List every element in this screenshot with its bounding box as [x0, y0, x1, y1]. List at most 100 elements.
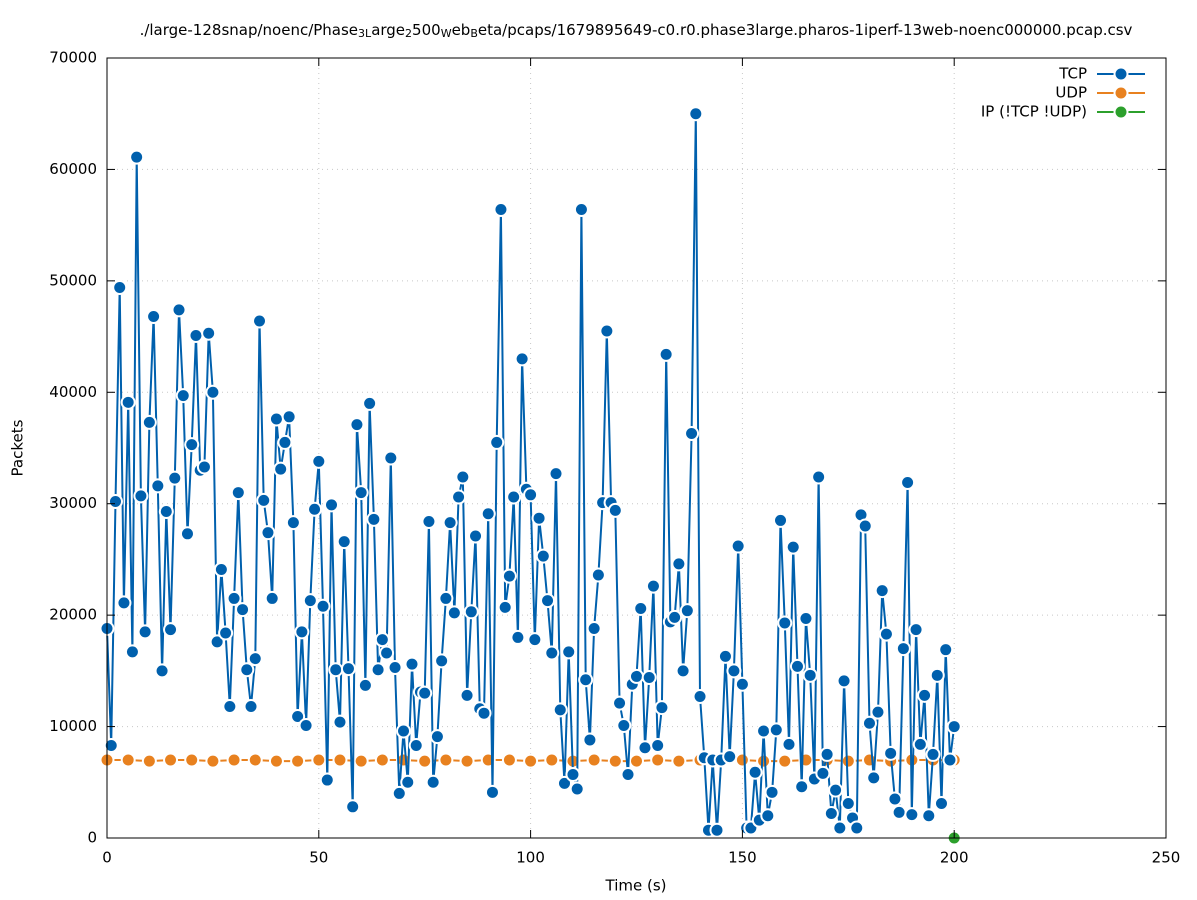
point [501, 752, 517, 768]
point-marker [495, 204, 507, 216]
point [942, 752, 958, 768]
point-marker [542, 595, 554, 607]
point-marker [639, 742, 651, 754]
point-marker [364, 397, 376, 409]
point [311, 453, 327, 469]
point [709, 822, 725, 838]
point-marker [902, 477, 914, 489]
point [459, 687, 475, 703]
point-marker [762, 810, 774, 822]
point [256, 492, 272, 508]
point [340, 661, 356, 677]
point-marker [791, 660, 803, 672]
point [840, 795, 856, 811]
point-marker [859, 520, 871, 532]
point [425, 774, 441, 790]
plot-frame [106, 57, 1167, 839]
point [332, 752, 348, 768]
point-marker [825, 807, 837, 819]
point [243, 699, 259, 715]
point [366, 511, 382, 527]
legend-label: UDP [1055, 84, 1087, 102]
point [285, 515, 301, 531]
point-marker [270, 413, 282, 425]
point-marker [503, 570, 515, 582]
point-marker [533, 512, 545, 524]
point [535, 548, 551, 564]
point-marker [287, 517, 299, 529]
point [476, 705, 492, 721]
point [684, 426, 700, 442]
point-marker [855, 509, 867, 521]
point-marker [461, 689, 473, 701]
point-marker [368, 513, 380, 525]
point [112, 280, 128, 296]
title-part: B [470, 27, 478, 40]
point-marker [491, 436, 503, 448]
point [764, 784, 780, 800]
y-tick-label: 50000 [49, 271, 97, 289]
point [506, 489, 522, 505]
y-tick-label: 70000 [49, 49, 97, 67]
point-marker [376, 634, 388, 646]
point-marker [673, 558, 685, 570]
y-tick-label: 60000 [49, 160, 97, 178]
point-marker [804, 669, 816, 681]
point-marker [499, 601, 511, 613]
point [552, 702, 568, 718]
point [163, 622, 179, 638]
point-marker [389, 662, 401, 674]
point [675, 663, 691, 679]
point-marker [313, 455, 325, 467]
point [196, 459, 212, 475]
title-part: eta/pcaps/1679895649-c0.r0.phase3large.p… [478, 21, 1133, 39]
point [921, 808, 937, 824]
y-axis-label: Packets [9, 419, 27, 476]
point [599, 323, 615, 339]
point-marker [656, 702, 668, 714]
point-marker [215, 563, 227, 575]
point [561, 644, 577, 660]
point [870, 704, 886, 720]
point-marker [148, 311, 160, 323]
x-tick-label: 250 [1152, 849, 1181, 867]
point-marker [296, 626, 308, 638]
point [345, 799, 361, 815]
point [429, 729, 445, 745]
point-marker [448, 607, 460, 619]
point [408, 738, 424, 754]
point [523, 753, 539, 769]
point [124, 644, 140, 660]
point [247, 651, 263, 667]
point [730, 538, 746, 554]
point [163, 752, 179, 768]
point-marker [444, 517, 456, 529]
point [785, 539, 801, 555]
point [404, 656, 420, 672]
point-marker [588, 623, 600, 635]
point [319, 772, 335, 788]
point [171, 302, 187, 318]
x-tick-label: 200 [940, 849, 969, 867]
point-marker [609, 504, 621, 516]
point-marker [237, 604, 249, 616]
point [527, 632, 543, 648]
point-marker [694, 690, 706, 702]
point [417, 685, 433, 701]
point-marker [550, 468, 562, 480]
point [353, 753, 369, 769]
point [904, 807, 920, 823]
point [315, 598, 331, 614]
point [540, 593, 556, 609]
point-marker [253, 315, 265, 327]
point-marker [673, 755, 685, 767]
point [612, 695, 628, 711]
point-marker [177, 390, 189, 402]
point-marker [643, 672, 655, 684]
point-marker [745, 822, 757, 834]
point [230, 485, 246, 501]
point [607, 753, 623, 769]
point [307, 501, 323, 517]
point [616, 717, 632, 733]
